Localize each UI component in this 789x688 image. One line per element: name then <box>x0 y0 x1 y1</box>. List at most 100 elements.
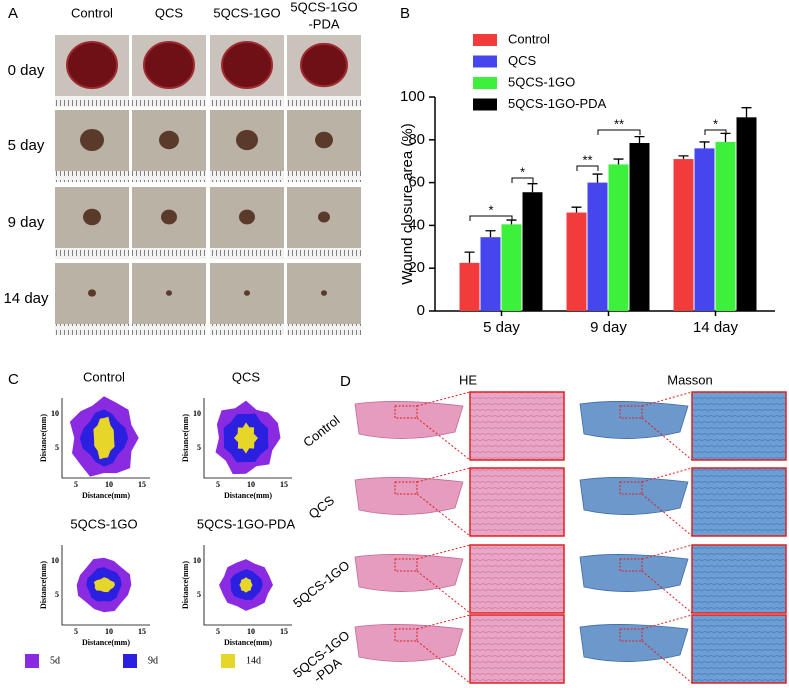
row-label: 0 day <box>8 62 45 79</box>
bar <box>566 212 587 311</box>
error-bar <box>613 158 624 165</box>
zoom-region <box>619 405 643 419</box>
ruler <box>55 171 129 182</box>
contour-region <box>93 577 115 593</box>
significance-bracket <box>511 177 534 183</box>
legend-label: Control <box>508 31 550 46</box>
contour-x-label: Distance(mm) <box>224 491 272 500</box>
zoom-image <box>469 614 565 684</box>
bar <box>587 182 608 311</box>
legend-swatch <box>221 654 235 668</box>
ruler <box>132 96 206 107</box>
column-header: Masson <box>667 372 713 387</box>
ruler <box>132 171 206 182</box>
contour-y-tick: 5 <box>197 443 201 452</box>
error-bar <box>699 141 710 149</box>
zoom-image <box>691 467 787 537</box>
y-axis-label: Wound closure area (%) <box>399 123 416 284</box>
zoom-lines <box>416 391 471 461</box>
x-tick-label: 14 day <box>693 319 739 336</box>
contour-region <box>93 416 115 460</box>
zoom-lines <box>641 544 693 614</box>
contour-axes <box>61 545 150 626</box>
tissue-section <box>354 624 464 662</box>
legend-swatch <box>473 98 497 111</box>
contour-axes <box>203 398 292 479</box>
contour-region <box>239 577 253 593</box>
wound <box>83 208 101 226</box>
bar <box>629 143 650 311</box>
column-header: 5QCS-1GO <box>290 0 357 14</box>
zoom-region <box>394 558 418 572</box>
wound-photo <box>287 263 361 335</box>
significance-bracket <box>597 129 641 135</box>
contour-x-label: Distance(mm) <box>82 491 130 500</box>
panel-label: A <box>8 5 18 22</box>
row-label: 5 day <box>8 137 45 154</box>
legend-swatch <box>473 55 497 68</box>
x-tick-label: 9 day <box>590 319 627 336</box>
contour-title: Control <box>83 369 125 384</box>
contour-axes <box>203 545 292 626</box>
zoom-image <box>469 544 565 614</box>
y-tick-label: 60 <box>408 174 425 191</box>
zoom-lines <box>641 614 693 684</box>
contour-x-tick: 10 <box>247 627 255 636</box>
wound <box>143 41 195 89</box>
ruler <box>287 171 361 182</box>
y-tick-label: 20 <box>408 259 425 276</box>
error-bar <box>741 107 752 118</box>
contour-title: QCS <box>232 369 261 384</box>
tissue-section <box>579 624 689 662</box>
contour-x-label: Distance(mm) <box>82 638 130 647</box>
y-tick-label: 0 <box>417 302 425 319</box>
panel-label: B <box>400 5 410 22</box>
zoom-image <box>691 544 787 614</box>
ruler <box>55 96 129 107</box>
contour-x-tick: 5 <box>216 627 220 636</box>
contour-y-tick: 10 <box>193 409 201 418</box>
wound <box>321 290 327 296</box>
error-bar <box>527 183 538 193</box>
contour-axes <box>61 398 150 479</box>
column-header: Control <box>71 5 113 20</box>
wound <box>315 131 333 149</box>
significance-label: * <box>488 202 493 217</box>
y-tick-label: 40 <box>408 216 425 233</box>
significance-bracket <box>704 129 727 135</box>
tissue-section <box>579 554 689 592</box>
column-header: 5QCS-1GO <box>213 5 280 20</box>
contour-x-tick: 15 <box>280 480 288 489</box>
zoom-image <box>469 391 565 461</box>
legend-label: 14d <box>246 655 261 666</box>
bar <box>480 237 501 311</box>
zoom-region <box>619 481 643 495</box>
significance-label: ** <box>614 116 624 131</box>
zoom-region <box>394 628 418 642</box>
contour-title: 5QCS-1GO <box>70 516 137 531</box>
row-label: QCS <box>306 492 338 521</box>
error-bar <box>678 155 689 160</box>
panel-label: D <box>340 373 351 390</box>
wound <box>239 209 255 225</box>
legend-label: QCS <box>508 53 537 68</box>
column-header: HE <box>459 372 477 387</box>
row-label: Control <box>300 412 342 450</box>
column-header: QCS <box>155 5 184 20</box>
ruler <box>287 248 361 259</box>
y-tick-label: 80 <box>408 131 425 148</box>
y-tick-label: 100 <box>400 88 425 105</box>
bar <box>501 224 522 311</box>
error-bar <box>485 230 496 238</box>
contour-x-tick: 10 <box>105 480 113 489</box>
ruler <box>132 324 206 335</box>
wound <box>236 129 258 151</box>
bar <box>715 141 736 311</box>
wound-photo <box>55 263 129 335</box>
wound <box>80 128 104 152</box>
wound <box>66 41 118 89</box>
ruler <box>132 248 206 259</box>
contour-y-tick: 5 <box>55 590 59 599</box>
significance-label: * <box>713 116 718 131</box>
zoom-lines <box>416 467 471 537</box>
